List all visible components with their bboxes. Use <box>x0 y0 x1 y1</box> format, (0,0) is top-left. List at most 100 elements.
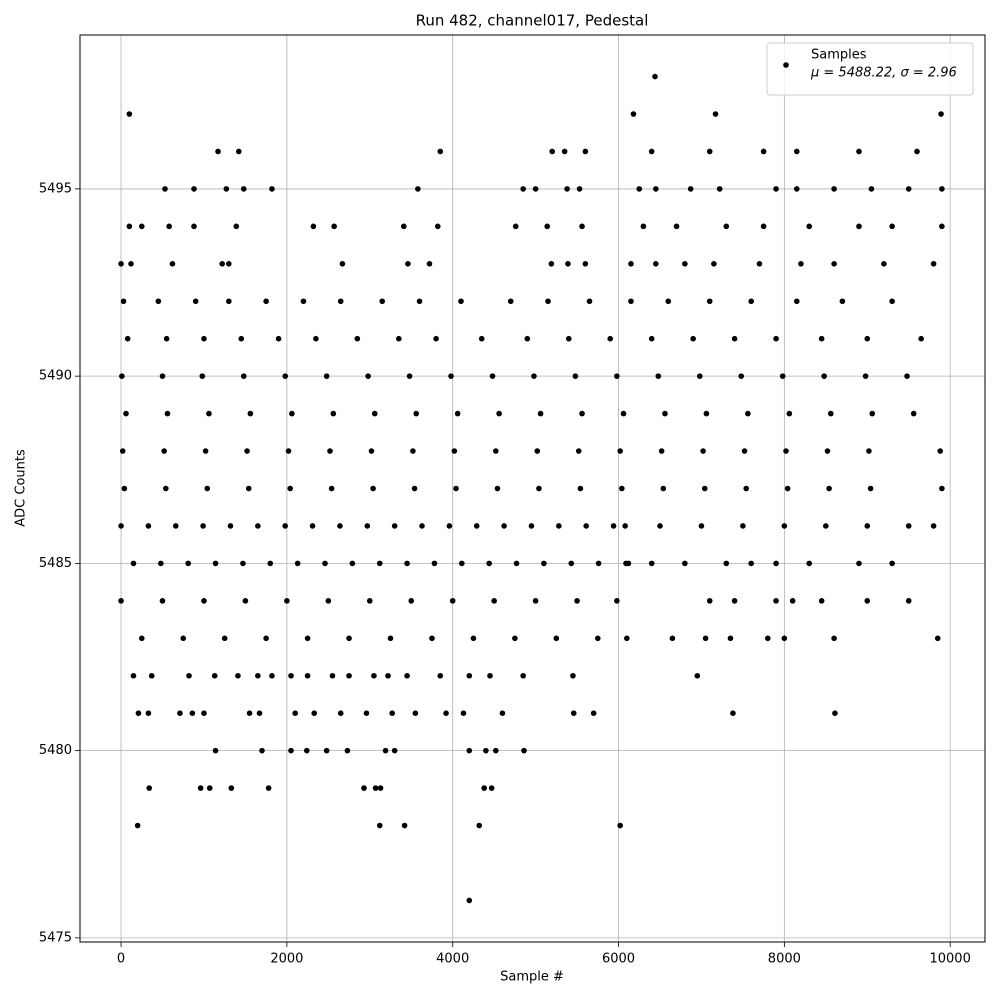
data-point <box>466 672 473 679</box>
data-point <box>617 822 623 829</box>
data-point <box>731 335 738 342</box>
data-point <box>416 298 423 305</box>
data-point <box>938 111 944 117</box>
data-point <box>269 186 275 192</box>
data-point <box>745 410 751 417</box>
data-point <box>868 186 875 192</box>
data-point <box>889 560 895 567</box>
data-point <box>694 672 701 679</box>
data-point <box>294 560 301 567</box>
data-point <box>904 373 910 379</box>
data-point <box>760 223 767 230</box>
data-point <box>391 747 398 754</box>
data-point <box>265 785 272 791</box>
data-point <box>259 747 265 754</box>
data-point <box>459 560 465 567</box>
data-point <box>565 261 571 267</box>
data-point <box>437 672 444 679</box>
data-point <box>532 598 539 604</box>
data-point <box>541 560 547 567</box>
data-point <box>590 710 597 716</box>
data-point <box>344 747 351 754</box>
data-point <box>779 373 786 379</box>
data-point <box>323 747 330 754</box>
data-point <box>741 448 748 454</box>
data-point <box>524 335 531 342</box>
data-point <box>135 710 142 716</box>
data-point <box>866 448 872 454</box>
data-point <box>869 410 876 417</box>
data-point <box>145 523 152 529</box>
data-point <box>120 298 127 305</box>
data-point <box>648 148 655 155</box>
data-point <box>328 485 335 492</box>
data-point <box>233 223 240 230</box>
data-point <box>826 485 832 492</box>
data-point <box>521 747 527 754</box>
data-point <box>706 598 713 604</box>
data-point <box>905 523 912 529</box>
data-point <box>696 373 703 379</box>
data-point <box>235 672 241 679</box>
data-point <box>163 335 170 342</box>
data-point <box>818 598 825 604</box>
data-point <box>493 747 499 754</box>
data-point <box>138 635 145 642</box>
data-point <box>313 335 319 342</box>
data-point <box>673 223 680 230</box>
data-point <box>712 111 719 117</box>
data-point <box>583 523 589 529</box>
data-point <box>793 298 800 305</box>
data-point <box>118 598 124 604</box>
data-point <box>255 672 261 679</box>
data-point <box>446 523 453 529</box>
data-point <box>419 523 425 529</box>
data-point <box>823 523 829 529</box>
data-point <box>628 298 634 305</box>
data-point <box>881 261 887 267</box>
data-point <box>370 485 376 492</box>
data-point <box>483 747 489 754</box>
data-point <box>531 373 537 379</box>
data-point <box>180 635 187 642</box>
y-axis-label: ADC Counts <box>14 449 29 527</box>
data-point <box>648 560 655 567</box>
data-point <box>300 298 307 305</box>
data-point <box>212 747 219 754</box>
data-point <box>934 635 941 642</box>
data-point <box>690 335 696 342</box>
data-point <box>185 560 192 567</box>
data-point <box>512 635 518 642</box>
data-point <box>337 298 344 305</box>
data-point <box>889 298 895 305</box>
data-point <box>473 523 480 529</box>
data-point <box>481 785 488 791</box>
data-point <box>400 223 407 230</box>
data-point <box>702 635 709 642</box>
data-point <box>579 223 585 230</box>
data-point <box>476 822 483 829</box>
data-point <box>620 410 627 417</box>
data-point <box>238 335 245 342</box>
data-point <box>267 560 274 567</box>
legend-note: μ = 5488.22, σ = 2.96 <box>810 66 957 81</box>
data-point <box>821 373 827 379</box>
data-point <box>730 710 736 716</box>
data-point <box>219 261 225 267</box>
data-point <box>284 598 290 604</box>
data-point <box>372 785 379 791</box>
data-point <box>311 710 318 716</box>
data-point <box>255 523 261 529</box>
data-point <box>617 448 623 454</box>
data-point <box>706 298 713 305</box>
data-point <box>786 410 793 417</box>
data-point <box>658 448 665 454</box>
data-point <box>781 523 788 529</box>
data-point <box>564 186 570 192</box>
data-point <box>798 261 804 267</box>
data-point <box>199 373 206 379</box>
data-point <box>862 373 869 379</box>
data-point <box>513 560 520 567</box>
data-point <box>303 747 310 754</box>
y-tick-label: 5495 <box>39 181 72 196</box>
